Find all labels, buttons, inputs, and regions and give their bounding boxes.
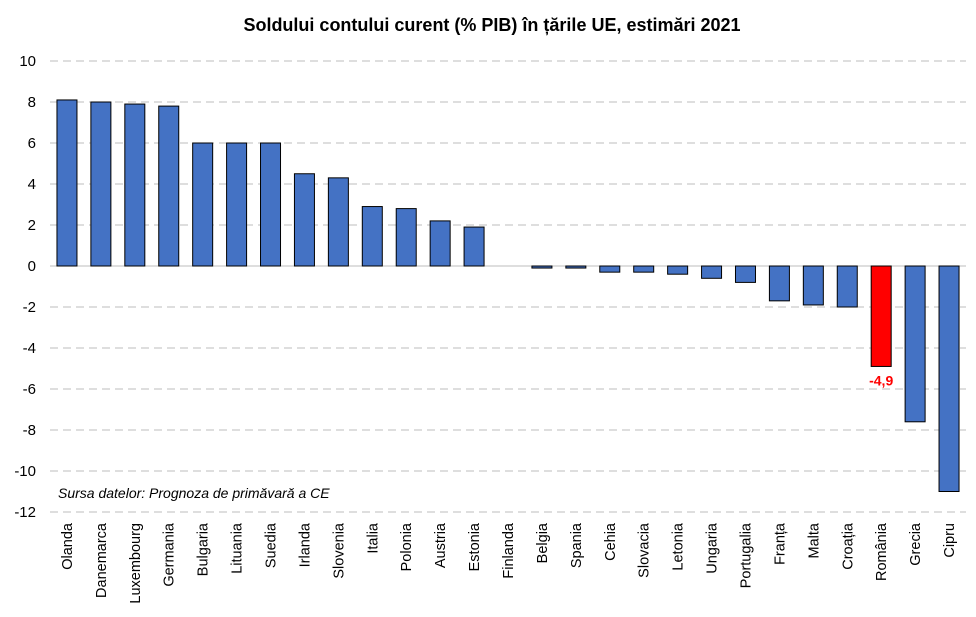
x-tick-label: Bulgaria <box>196 522 212 576</box>
bar-letonia <box>667 265 689 275</box>
bar-luxembourg <box>124 103 146 267</box>
y-axis-ticks: 10 8 6 4 2 0 -2 -4 -6 -8 -10 -12 <box>14 53 36 521</box>
y-tick-label: 2 <box>28 217 36 234</box>
x-tick-label: Croația <box>840 522 856 570</box>
x-tick-label: Slovenia <box>331 522 347 579</box>
y-tick-label: -10 <box>14 463 36 480</box>
bar-portugalia <box>734 265 756 283</box>
data-labels: -4,9 <box>869 372 893 388</box>
bar-franța <box>768 265 790 302</box>
gridlines <box>50 60 966 513</box>
x-tick-label: Suedia <box>264 522 280 568</box>
bar-lituania <box>226 142 248 267</box>
y-tick-label: 6 <box>28 135 36 152</box>
x-tick-label: Italia <box>365 522 381 554</box>
bar-danemarca <box>90 101 112 267</box>
x-tick-label: România <box>874 522 890 581</box>
x-tick-label: Malta <box>806 522 822 558</box>
bar-ungaria <box>701 265 723 279</box>
x-tick-label: Cipru <box>942 523 958 558</box>
y-tick-label: 0 <box>28 258 36 275</box>
bar-belgia <box>531 265 553 269</box>
chart-title: Soldului contului curent (% PIB) în țări… <box>243 15 740 35</box>
x-tick-label: Luxembourg <box>128 523 144 604</box>
bar-germania <box>158 105 180 267</box>
bar-bulgaria <box>192 142 214 267</box>
bar-malta <box>802 265 824 306</box>
bar-italia <box>361 206 383 267</box>
x-tick-label: Grecia <box>908 522 924 566</box>
x-tick-label: Cehia <box>603 522 619 561</box>
bar-slovenia <box>327 177 349 267</box>
bar-slovacia <box>633 265 655 273</box>
x-tick-label: Germania <box>162 522 178 587</box>
x-tick-label: Danemarca <box>94 522 110 598</box>
bar-cipru <box>938 265 960 492</box>
x-tick-label: Belgia <box>535 522 551 563</box>
bar-spania <box>565 265 587 269</box>
bar-polonia <box>395 208 417 267</box>
y-tick-label: -4 <box>23 340 36 357</box>
x-tick-label: Austria <box>433 522 449 568</box>
bar-suedia <box>260 142 282 267</box>
y-tick-label: -6 <box>23 381 36 398</box>
bar-românia <box>870 265 892 367</box>
source-note: Sursa datelor: Prognoza de primăvară a C… <box>58 485 330 501</box>
bar-grecia <box>904 265 926 423</box>
y-tick-label: 10 <box>19 53 36 70</box>
data-label-românia: -4,9 <box>869 372 893 388</box>
y-tick-label: -2 <box>23 299 36 316</box>
bar-irlanda <box>293 173 315 267</box>
x-tick-label: Polonia <box>399 522 415 571</box>
x-tick-label: Finlanda <box>501 522 517 579</box>
x-tick-label: Letonia <box>671 522 687 571</box>
x-tick-label: Olanda <box>60 522 76 570</box>
x-tick-label: Franța <box>772 522 788 565</box>
x-tick-label: Slovacia <box>637 522 653 578</box>
bar-olanda <box>56 99 78 267</box>
bar-austria <box>429 220 451 267</box>
y-tick-label: 8 <box>28 94 36 111</box>
x-axis-categories: Olanda Danemarca Luxembourg Germania Bulgari… <box>60 522 958 604</box>
bar-estonia <box>463 226 485 267</box>
y-tick-label: -12 <box>14 504 36 521</box>
x-tick-label: Irlanda <box>297 522 313 567</box>
bars <box>56 99 960 492</box>
x-tick-label: Estonia <box>467 522 483 571</box>
x-tick-label: Spania <box>569 522 585 568</box>
bar-croația <box>836 265 858 308</box>
bar-cehia <box>599 265 621 273</box>
y-tick-label: 4 <box>28 176 36 193</box>
y-tick-label: -8 <box>23 422 36 439</box>
x-tick-label: Lituania <box>230 522 246 574</box>
x-tick-label: Portugalia <box>738 522 754 588</box>
x-tick-label: Ungaria <box>705 522 721 574</box>
